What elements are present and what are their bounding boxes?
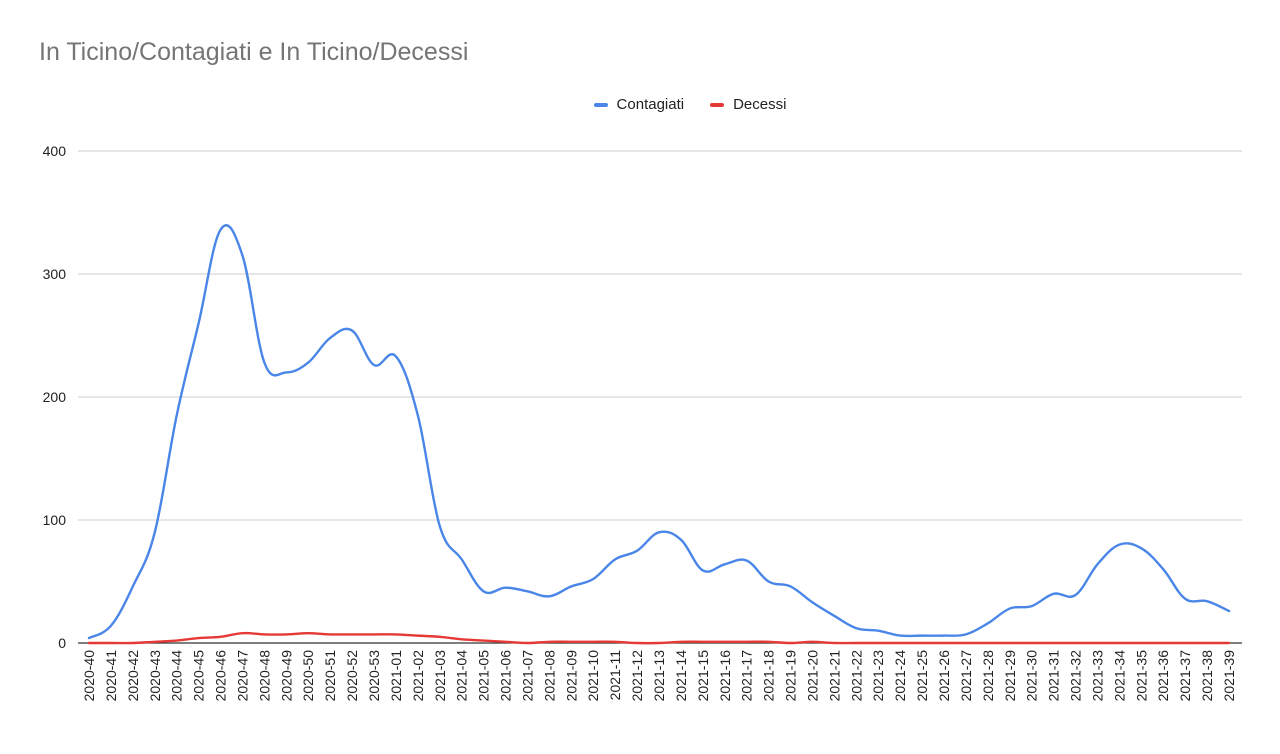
x-tick-label: 2020-48 <box>256 650 272 702</box>
x-tick-label: 2021-34 <box>1111 650 1127 702</box>
series-line-contagiati[interactable] <box>87 224 1231 640</box>
x-tick-label: 2020-49 <box>278 650 294 702</box>
x-tick-label: 2020-51 <box>322 650 338 702</box>
x-tick-label: 2021-33 <box>1089 650 1105 702</box>
x-tick-label: 2021-07 <box>519 650 535 702</box>
x-tick-label: 2021-35 <box>1133 650 1149 702</box>
x-tick-label: 2021-38 <box>1199 650 1215 702</box>
y-tick-label: 100 <box>43 512 67 528</box>
legend-swatch-contagiati <box>593 102 608 107</box>
x-tick-label: 2021-15 <box>695 650 711 702</box>
x-tick-label: 2021-36 <box>1155 650 1171 702</box>
y-tick-label: 300 <box>43 266 67 282</box>
x-tick-label: 2021-19 <box>783 650 799 702</box>
x-tick-label: 2021-14 <box>673 650 689 702</box>
x-tick-label: 2021-29 <box>1002 650 1018 702</box>
y-tick-label: 400 <box>43 143 67 159</box>
x-tick-label: 2020-42 <box>125 650 141 702</box>
x-tick-label: 2020-40 <box>81 650 97 702</box>
x-axis-ticks: 2020-40 2020-41 2020-42 2020-43 2020-44 2020-… <box>81 650 1237 702</box>
x-tick-label: 2021-18 <box>761 650 777 702</box>
chart-title: In Ticino/Contagiati e In Ticino/Decessi <box>39 38 469 66</box>
x-tick-label: 2021-37 <box>1177 650 1193 702</box>
x-tick-label: 2021-06 <box>498 650 514 702</box>
x-tick-label: 2021-23 <box>870 650 886 702</box>
x-tick-label: 2021-26 <box>936 650 952 702</box>
x-tick-label: 2021-17 <box>739 650 755 702</box>
x-tick-label: 2021-21 <box>826 650 842 702</box>
x-tick-label: 2020-47 <box>234 650 250 702</box>
series-line-decessi[interactable] <box>87 631 1231 645</box>
legend-item-decessi[interactable]: Decessi <box>710 96 786 113</box>
x-tick-label: 2021-32 <box>1068 650 1084 702</box>
x-tick-label: 2021-24 <box>892 650 908 702</box>
y-tick-label: 0 <box>58 635 66 651</box>
x-tick-label: 2021-16 <box>717 650 733 702</box>
legend-item-contagiati[interactable]: Contagiati <box>494 96 685 113</box>
legend-swatch-decessi <box>710 102 725 107</box>
x-tick-label: 2021-30 <box>1024 650 1040 702</box>
x-tick-label: 2021-09 <box>563 650 579 702</box>
series-lines <box>87 224 1231 645</box>
y-tick-label: 200 <box>43 389 67 405</box>
x-tick-label: 2020-44 <box>169 650 185 702</box>
x-tick-label: 2021-31 <box>1046 650 1062 702</box>
x-tick-label: 2021-27 <box>958 650 974 702</box>
x-tick-label: 2021-04 <box>454 650 470 702</box>
x-tick-label: 2021-08 <box>541 650 557 702</box>
x-tick-label: 2021-39 <box>1221 650 1237 702</box>
legend-label-contagiati: Contagiati <box>616 96 685 113</box>
x-tick-label: 2021-05 <box>476 650 492 702</box>
x-tick-label: 2021-20 <box>804 650 820 702</box>
x-tick-label: 2020-46 <box>213 650 229 702</box>
x-tick-label: 2021-13 <box>651 650 667 702</box>
legend: Contagiati Decessi <box>0 96 1280 113</box>
x-tick-label: 2020-43 <box>147 650 163 702</box>
y-axis-ticks: 0 100 200 300 400 <box>43 143 67 651</box>
x-tick-label: 2021-02 <box>410 650 426 702</box>
x-tick-label: 2020-52 <box>344 650 360 702</box>
x-tick-label: 2020-45 <box>191 650 207 702</box>
x-tick-label: 2021-01 <box>388 650 404 702</box>
x-tick-label: 2021-03 <box>432 650 448 702</box>
x-tick-label: 2020-41 <box>103 650 119 702</box>
x-tick-label: 2021-12 <box>629 650 645 702</box>
x-tick-label: 2021-28 <box>980 650 996 702</box>
x-tick-label: 2020-53 <box>366 650 382 702</box>
x-tick-label: 2021-10 <box>585 650 601 702</box>
legend-label-decessi: Decessi <box>733 96 787 113</box>
x-tick-label: 2021-25 <box>914 650 930 702</box>
x-tick-label: 2020-50 <box>300 650 316 702</box>
x-tick-label: 2021-11 <box>607 650 623 701</box>
gridlines <box>78 150 1242 644</box>
x-tick-label: 2021-22 <box>848 650 864 702</box>
